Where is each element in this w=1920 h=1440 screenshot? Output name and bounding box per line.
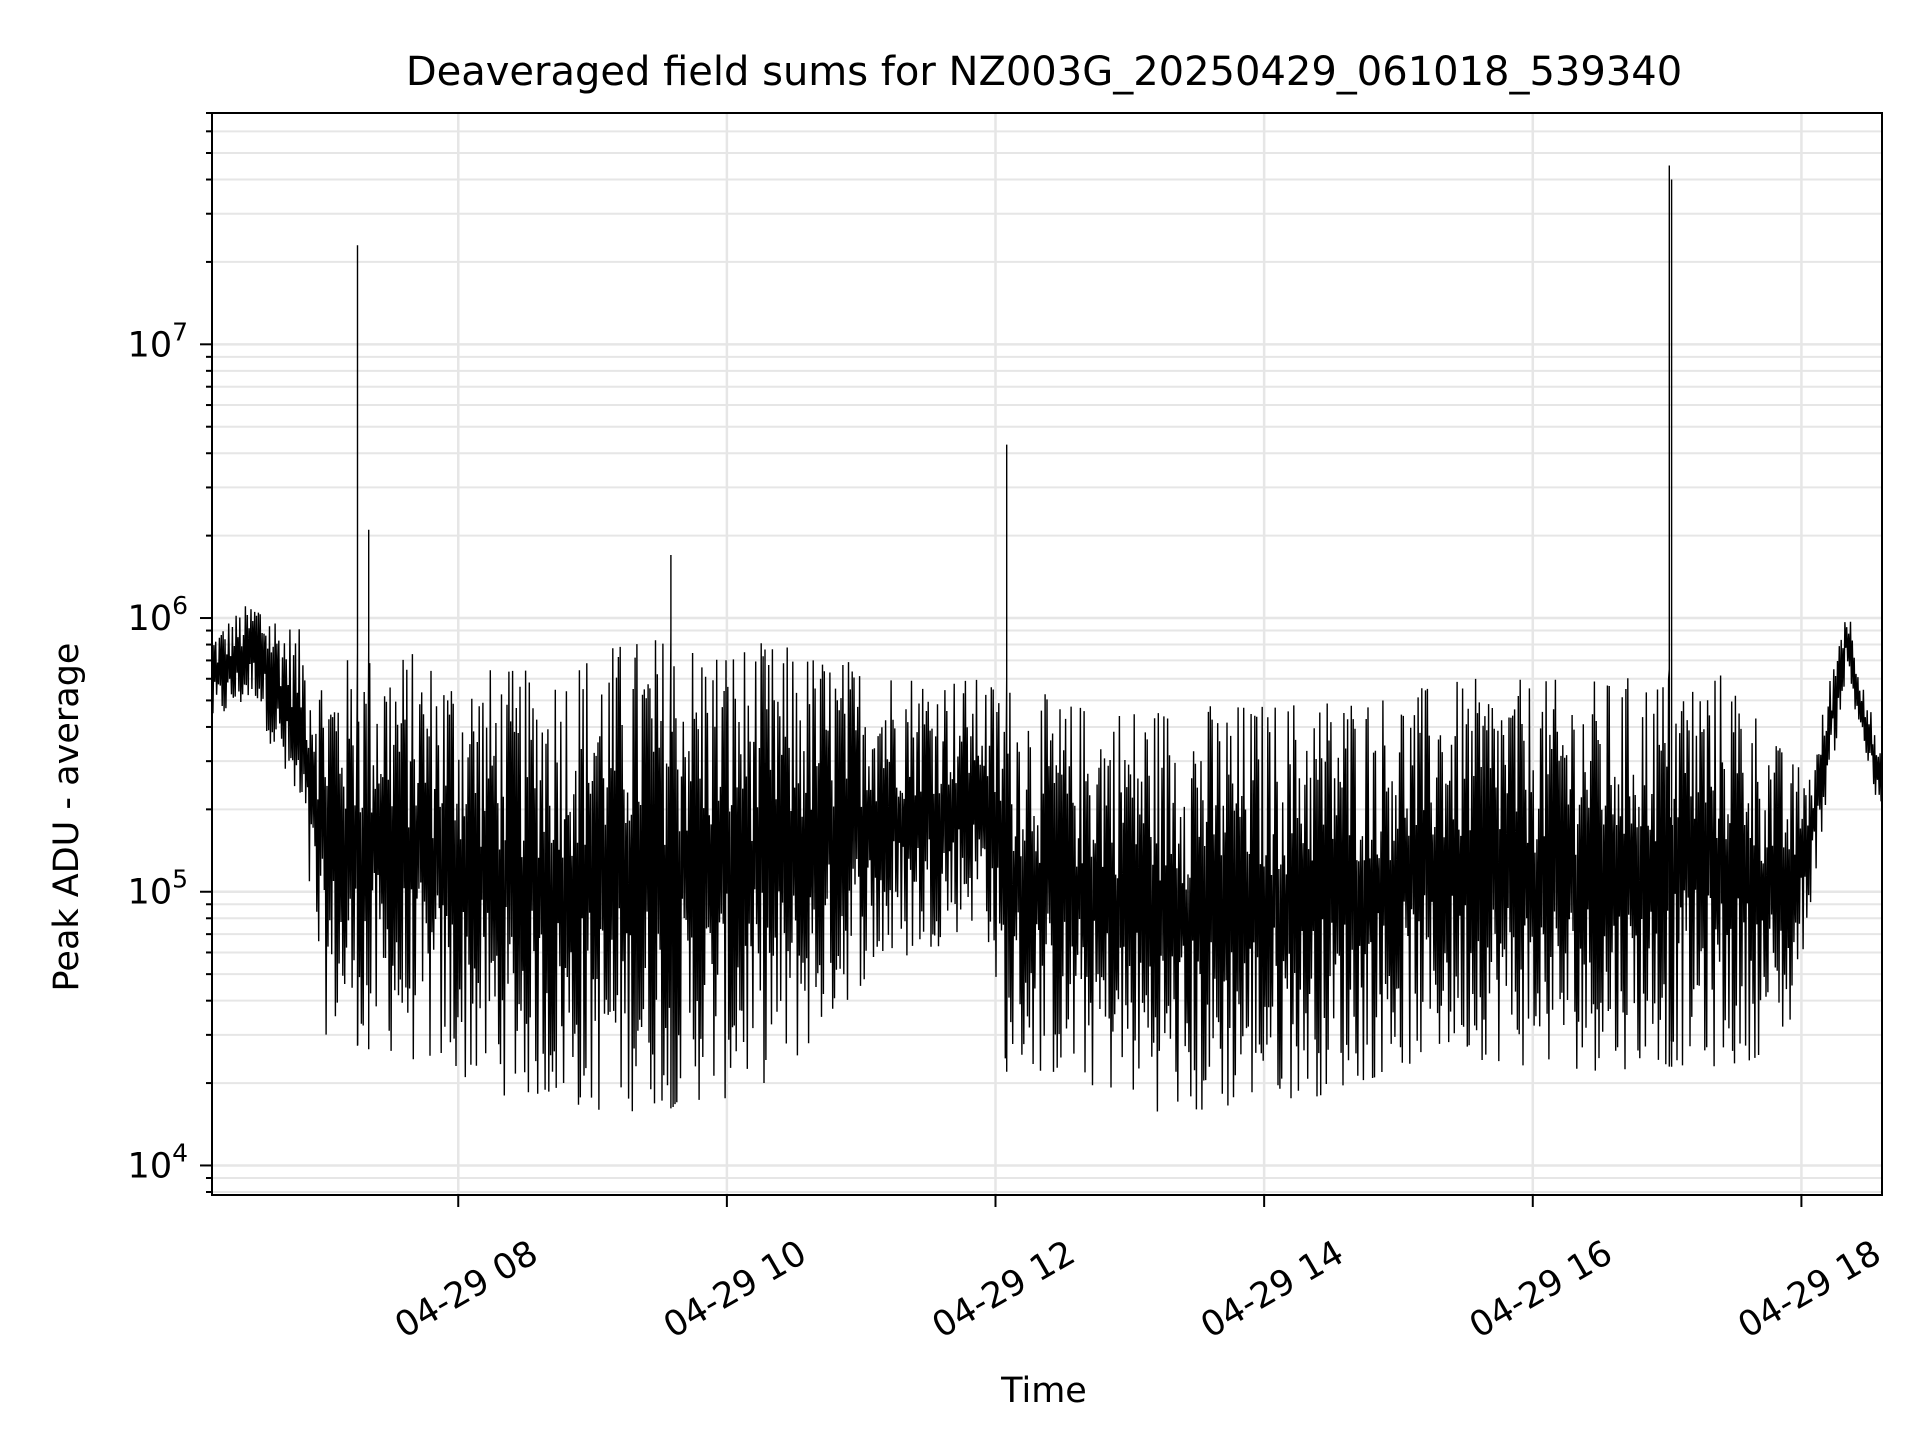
axes-frame — [211, 112, 1883, 1196]
series-path — [211, 165, 1883, 1112]
y-tick-label: 105 — [128, 865, 188, 913]
y-tick-label: 106 — [128, 591, 188, 639]
plot-area: 04-29 08 04-29 10 04-29 12 04-29 14 04-29 16… — [128, 112, 1888, 1346]
series-line — [211, 165, 1883, 1112]
axes-background — [212, 113, 1882, 1195]
x-axis-label: Time — [1000, 1371, 1087, 1411]
y-axis: 104 105 106 107 — [128, 112, 212, 1193]
y-tick-label: 104 — [128, 1138, 188, 1186]
chart-title: Deaveraged field sums for NZ003G_2025042… — [406, 49, 1682, 95]
y-tick-label: 107 — [128, 317, 188, 365]
y-axis-label: Peak ADU - average — [47, 643, 87, 992]
